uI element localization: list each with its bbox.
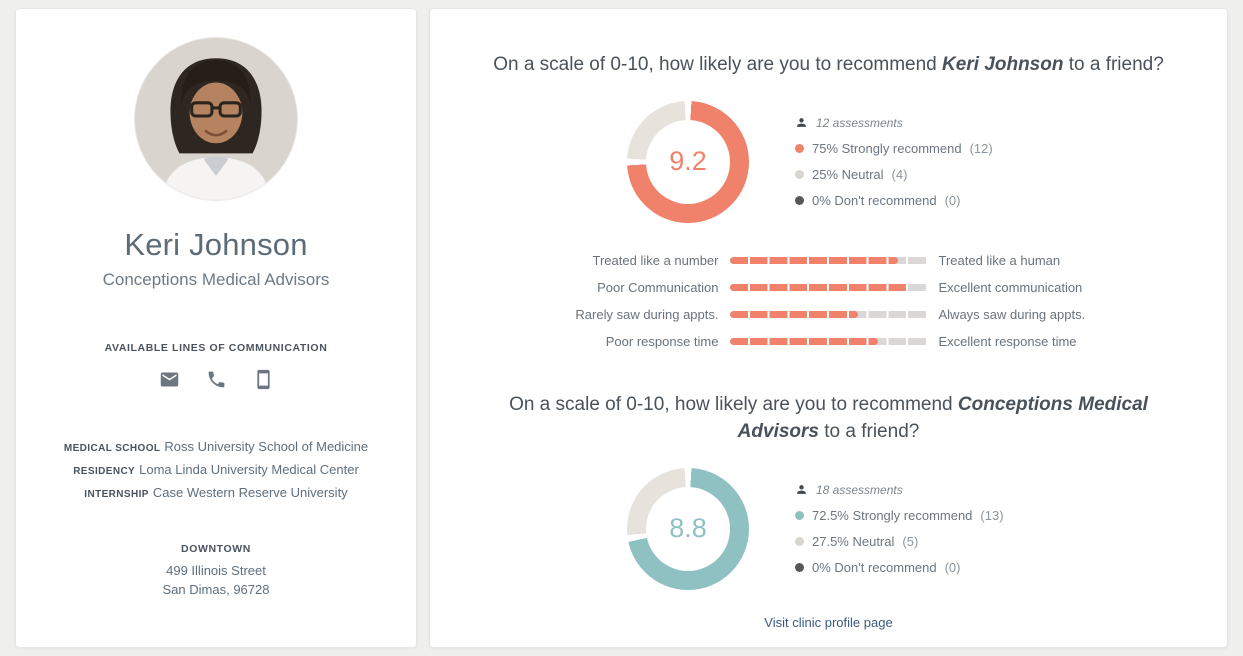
assessments-count: 12 assessments [816, 115, 903, 130]
survey-1-question: On a scale of 0-10, how likely are you t… [493, 51, 1164, 79]
legend-text: 27.5% Neutral [812, 533, 895, 549]
legend-count: (4) [891, 166, 908, 182]
address-line-2: San Dimas, 96728 [162, 582, 270, 597]
survey-1-legend: 12 assessments 75% Strongly recommend (1… [795, 116, 1030, 208]
education-label: RESIDENCY [73, 466, 136, 477]
scale-right-label: Excellent response time [938, 333, 1077, 349]
scale-left-label: Poor response time [605, 333, 719, 349]
rating-scale-row: Poor Communication Excellent communicati… [572, 280, 1085, 295]
question-subject: Keri Johnson [942, 54, 1064, 75]
rating-bar-segments [729, 310, 928, 318]
email-icon [159, 369, 180, 390]
legend-dot [795, 536, 804, 546]
education-value: Case Western Reserve University [152, 485, 348, 500]
person-icon [795, 483, 808, 496]
education-label: MEDICAL SCHOOL [63, 443, 161, 454]
survey-1-body: 9.2 12 assessments 75% Strongly recommen… [460, 100, 1197, 223]
legend-dot [795, 562, 804, 572]
profile-photo-illustration [135, 38, 297, 200]
location-name: DOWNTOWN [181, 543, 251, 555]
scale-left-label: Treated like a number [592, 252, 719, 268]
education-label: INTERNSHIP [84, 489, 149, 500]
legend-text: 75% Strongly recommend [812, 140, 962, 156]
legend-neutral: 27.5% Neutral (5) [795, 534, 1030, 549]
scale-left-label: Poor Communication [597, 279, 719, 295]
communication-icons [16, 369, 416, 390]
legend-dot [795, 143, 804, 153]
rating-bar [729, 256, 928, 264]
rating-bar-segments [729, 337, 928, 345]
rating-scale-row: Rarely saw during appts. Always saw duri… [572, 307, 1085, 322]
reviews-card: On a scale of 0-10, how likely are you t… [429, 8, 1228, 648]
profile-organization: Conceptions Medical Advisors [102, 270, 330, 289]
education-line-internship: INTERNSHIP Case Western Reserve Universit… [16, 482, 416, 505]
mobile-phone-icon [253, 369, 274, 390]
legend-neutral: 25% Neutral (4) [795, 167, 1030, 182]
education-value: Loma Linda University Medical Center [139, 462, 359, 477]
legend-text: 25% Neutral [812, 166, 884, 182]
assessments-row: 12 assessments [795, 116, 1030, 130]
survey-2-body: 8.8 18 assessments 72.5% Strongly recomm… [460, 467, 1197, 590]
rating-bar-segments [729, 256, 928, 264]
question-suffix: to a friend? [818, 421, 920, 443]
legend-strongly-recommend: 72.5% Strongly recommend (13) [795, 508, 1030, 523]
education-line-residency: RESIDENCY Loma Linda University Medical C… [16, 459, 416, 482]
scale-right-label: Excellent communication [938, 279, 1083, 295]
assessments-count: 18 assessments [816, 482, 903, 497]
scale-right-label: Always saw during appts. [938, 306, 1086, 322]
address: 499 Illinois Street San Dimas, 96728 [16, 561, 416, 599]
survey-1-score: 9.2 [669, 146, 707, 177]
legend-count: (12) [969, 140, 993, 156]
education-value: Ross University School of Medicine [164, 439, 369, 454]
legend-text: 0% Don't recommend [812, 559, 937, 575]
scale-left-label: Rarely saw during appts. [575, 306, 719, 322]
address-line-1: 499 Illinois Street [166, 563, 266, 578]
communication-header: AVAILABLE LINES OF COMMUNICATION [104, 342, 328, 354]
phone-icon [206, 369, 227, 390]
question-prefix: On a scale of 0-10, how likely are you t… [493, 54, 943, 75]
legend-dont-recommend: 0% Don't recommend (0) [795, 193, 1030, 208]
legend-dot [795, 169, 804, 179]
survey-2-score: 8.8 [669, 513, 707, 544]
profile-photo [134, 37, 298, 201]
donut-hole: 9.2 [646, 119, 730, 204]
rating-scales: Treated like a number Treated like a hum… [572, 253, 1085, 349]
legend-text: 0% Don't recommend [812, 192, 937, 208]
survey-2-legend: 18 assessments 72.5% Strongly recommend … [795, 483, 1030, 575]
education-section: MEDICAL SCHOOL Ross University School of … [16, 436, 416, 505]
rating-bar [729, 283, 928, 291]
question-suffix: to a friend? [1063, 54, 1164, 75]
rating-scale-row: Treated like a number Treated like a hum… [572, 253, 1085, 268]
education-line-medical-school: MEDICAL SCHOOL Ross University School of … [16, 436, 416, 459]
legend-dont-recommend: 0% Don't recommend (0) [795, 560, 1030, 575]
legend-count: (13) [980, 507, 1004, 523]
legend-count: (0) [944, 559, 961, 575]
profile-card: Keri Johnson Conceptions Medical Advisor… [15, 8, 417, 648]
legend-text: 72.5% Strongly recommend [812, 507, 973, 523]
legend-dot [795, 510, 804, 520]
footer: Visit clinic profile page [460, 590, 1197, 632]
rating-bar [729, 337, 928, 345]
person-icon [795, 116, 808, 129]
survey-2-question: On a scale of 0-10, how likely are you t… [489, 391, 1169, 446]
question-prefix: On a scale of 0-10, how likely are you t… [509, 393, 958, 415]
assessments-row: 18 assessments [795, 483, 1030, 497]
survey-2-donut-chart: 8.8 [627, 467, 749, 590]
survey-1-donut-chart: 9.2 [627, 100, 749, 223]
legend-strongly-recommend: 75% Strongly recommend (12) [795, 141, 1030, 156]
donut-hole: 8.8 [646, 486, 730, 571]
rating-scale-row: Poor response time Excellent response ti… [572, 334, 1085, 349]
legend-count: (0) [944, 192, 961, 208]
legend-dot [795, 195, 804, 205]
rating-bar [729, 310, 928, 318]
profile-name: Keri Johnson [124, 227, 308, 262]
legend-count: (5) [902, 533, 919, 549]
rating-bar-segments [729, 283, 928, 291]
scale-right-label: Treated like a human [938, 252, 1061, 268]
visit-clinic-profile-link[interactable]: Visit clinic profile page [764, 614, 893, 630]
question-subject: Conceptions Medical Advisors [737, 393, 1148, 443]
